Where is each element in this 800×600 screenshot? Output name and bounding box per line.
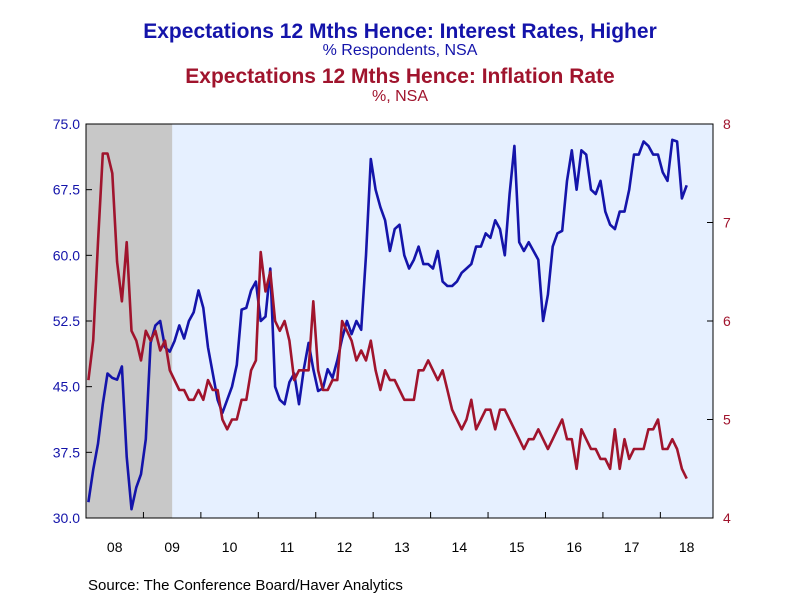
left-tick-label: 60.0 bbox=[53, 247, 80, 263]
x-tick-label: 13 bbox=[394, 539, 410, 555]
source-note: Source: The Conference Board/Haver Analy… bbox=[88, 577, 403, 594]
left-tick-label: 37.5 bbox=[53, 444, 80, 460]
left-tick-label: 30.0 bbox=[53, 510, 80, 526]
right-tick-label: 4 bbox=[723, 510, 731, 526]
right-tick-label: 6 bbox=[723, 313, 731, 329]
x-tick-label: 12 bbox=[337, 539, 353, 555]
chart-subtitle-inflation: %, NSA bbox=[371, 88, 428, 105]
x-tick-label: 10 bbox=[222, 539, 238, 555]
x-tick-label: 11 bbox=[280, 539, 295, 555]
plot-background bbox=[86, 124, 713, 518]
right-tick-label: 7 bbox=[723, 215, 731, 231]
left-tick-label: 75.0 bbox=[53, 116, 80, 132]
series-line-inflation-rate bbox=[87, 152, 688, 480]
x-tick-label: 09 bbox=[164, 539, 180, 555]
chart-subtitle-interest: % Respondents, NSA bbox=[322, 42, 478, 59]
x-tick-label: 08 bbox=[107, 539, 123, 555]
chart-title-inflation: Expectations 12 Mths Hence: Inflation Ra… bbox=[185, 65, 615, 88]
series-line-interest-rates bbox=[87, 138, 688, 511]
chart-title-interest: Expectations 12 Mths Hence: Interest Rat… bbox=[143, 20, 657, 43]
x-tick-label: 18 bbox=[679, 539, 695, 555]
left-tick-label: 67.5 bbox=[53, 182, 80, 198]
x-tick-label: 17 bbox=[624, 539, 640, 555]
left-tick-label: 52.5 bbox=[53, 313, 80, 329]
x-tick-label: 14 bbox=[452, 539, 468, 555]
x-tick-label: 15 bbox=[509, 539, 525, 555]
left-tick-label: 45.0 bbox=[53, 379, 80, 395]
x-tick-label: 16 bbox=[566, 539, 582, 555]
right-tick-label: 5 bbox=[723, 412, 731, 428]
right-tick-label: 8 bbox=[723, 116, 731, 132]
